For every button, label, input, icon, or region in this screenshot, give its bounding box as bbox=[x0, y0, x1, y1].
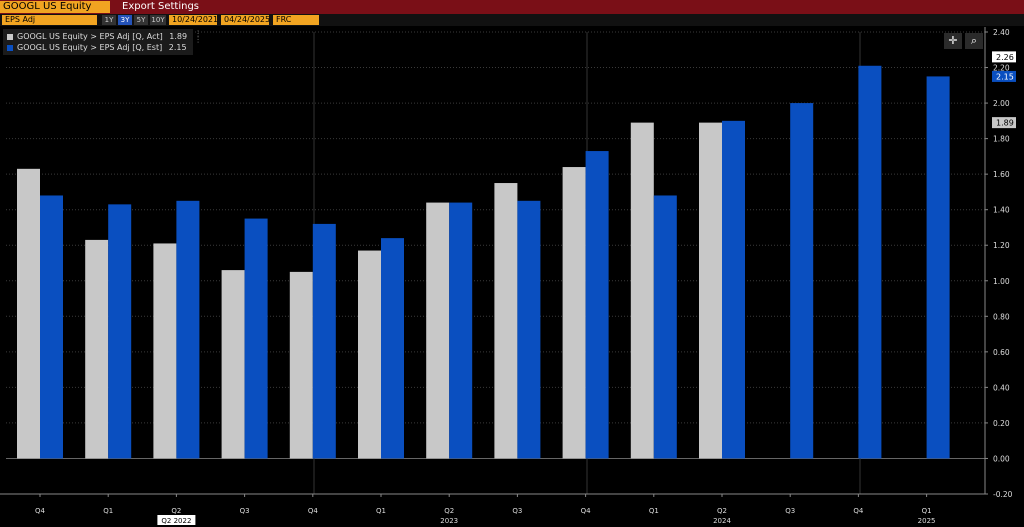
x-tick-label-2: Q2 bbox=[171, 507, 181, 515]
legend-item-estimate: GOOGL US Equity > EPS Adj [Q, Est] 2.15 bbox=[7, 42, 187, 53]
x-tick-label-8: Q4 bbox=[581, 507, 592, 515]
value-badge-2 bbox=[992, 117, 1016, 129]
period-1y[interactable]: 1Y bbox=[102, 15, 116, 25]
y-tick-label-9: 1.60 bbox=[993, 170, 1010, 179]
x-tick-label-5: Q1 bbox=[376, 507, 386, 515]
legend-swatch-actual bbox=[7, 33, 13, 40]
legend-swatch-estimate bbox=[7, 44, 13, 51]
legend-item-actual: GOOGL US Equity > EPS Adj [Q, Act] 1.89 bbox=[7, 31, 187, 42]
chart-legend[interactable]: GOOGL US Equity > EPS Adj [Q, Act] 1.89 … bbox=[3, 29, 202, 55]
title-bar bbox=[0, 0, 1024, 14]
magnify-icon[interactable]: ⌕ bbox=[965, 33, 983, 49]
bar-actual-6 bbox=[426, 202, 450, 459]
bar-actual-7 bbox=[494, 183, 518, 459]
x-tick-label-3: Q3 bbox=[240, 507, 250, 515]
bar-estimate-10 bbox=[722, 120, 745, 459]
bar-estimate-9 bbox=[653, 195, 677, 459]
bar-estimate-7 bbox=[517, 200, 541, 459]
bar-estimate-3 bbox=[244, 218, 268, 459]
y-tick-label-10: 1.80 bbox=[993, 135, 1010, 144]
y-tick-label-12: 2.20 bbox=[993, 64, 1010, 73]
value-badge-0 bbox=[992, 51, 1016, 63]
bar-actual-0 bbox=[17, 168, 40, 459]
currency-selector[interactable]: FRC (USD) bbox=[273, 15, 319, 34]
x-tick-label-6: Q2 bbox=[444, 507, 454, 515]
x-tick-label-13: Q1 bbox=[922, 507, 932, 515]
y-tick-label-3: 0.40 bbox=[993, 383, 1010, 392]
bar-estimate-0 bbox=[40, 195, 63, 459]
bar-estimate-5 bbox=[381, 238, 404, 459]
field-selector[interactable]: EPS Adj bbox=[2, 15, 97, 25]
start-date-input[interactable]: 10/24/2021 bbox=[169, 15, 218, 25]
value-badge-label-0: 2.26 bbox=[996, 53, 1014, 62]
year-label-2: 2024 bbox=[713, 517, 731, 525]
ticker-field[interactable]: GOOGL US Equity bbox=[0, 1, 110, 13]
legend-value-actual: 1.89 bbox=[169, 32, 188, 41]
y-tick-label-0: -0.20 bbox=[993, 490, 1013, 499]
settings-menu[interactable]: Settings bbox=[158, 1, 200, 12]
bar-actual-2 bbox=[153, 243, 177, 459]
year-label-1: 2023 bbox=[440, 517, 458, 525]
value-badge-label-1: 2.15 bbox=[996, 72, 1014, 81]
x-tick-label-9: Q1 bbox=[649, 507, 659, 515]
bar-actual-9 bbox=[630, 122, 654, 459]
y-tick-label-11: 2.00 bbox=[993, 99, 1010, 108]
bar-estimate-6 bbox=[449, 202, 473, 459]
period-3y[interactable]: 3Y bbox=[118, 15, 132, 25]
crosshair-icon[interactable]: ✛ bbox=[944, 33, 962, 49]
y-tick-label-6: 1.00 bbox=[993, 277, 1010, 286]
bar-estimate-13 bbox=[926, 76, 950, 459]
year-label-3: 2025 bbox=[918, 517, 936, 525]
legend-drag-handle-icon[interactable]: ⋮ ⋮ bbox=[194, 29, 203, 44]
end-date-input[interactable]: 04/24/2025 bbox=[221, 15, 270, 25]
x-tick-label-12: Q4 bbox=[853, 507, 864, 515]
x-tick-label-0: Q4 bbox=[35, 507, 46, 515]
bar-actual-5 bbox=[358, 250, 381, 459]
y-tick-label-1: 0.00 bbox=[993, 454, 1010, 463]
bar-actual-3 bbox=[221, 270, 245, 459]
bar-estimate-2 bbox=[176, 200, 200, 459]
bar-actual-1 bbox=[85, 239, 109, 459]
bar-estimate-8 bbox=[585, 151, 609, 459]
x-tick-label-10: Q2 bbox=[717, 507, 727, 515]
year-label-0: Q2 2022 bbox=[161, 517, 191, 525]
period-5y[interactable]: 5Y bbox=[134, 15, 148, 25]
value-badge-1 bbox=[992, 70, 1016, 82]
y-tick-label-4: 0.60 bbox=[993, 348, 1010, 357]
y-tick-label-2: 0.20 bbox=[993, 419, 1010, 428]
legend-label-actual: GOOGL US Equity > EPS Adj [Q, Act] bbox=[17, 32, 163, 41]
bar-actual-10 bbox=[699, 122, 722, 459]
y-tick-label-5: 0.80 bbox=[993, 312, 1010, 321]
value-badge-label-2: 1.89 bbox=[996, 119, 1014, 128]
bar-estimate-12 bbox=[858, 65, 882, 459]
y-tick-label-7: 1.20 bbox=[993, 241, 1010, 250]
period-10y[interactable]: 10Y bbox=[150, 15, 166, 25]
bar-estimate-1 bbox=[108, 204, 132, 459]
y-tick-label-13: 2.40 bbox=[993, 28, 1010, 37]
x-tick-label-1: Q1 bbox=[103, 507, 113, 515]
bar-estimate-4 bbox=[312, 223, 336, 459]
bar-actual-4 bbox=[289, 271, 313, 459]
x-tick-label-7: Q3 bbox=[512, 507, 522, 515]
x-tick-label-11: Q3 bbox=[785, 507, 795, 515]
y-tick-label-8: 1.40 bbox=[993, 206, 1010, 215]
bar-actual-8 bbox=[562, 167, 586, 459]
export-menu[interactable]: Export bbox=[122, 1, 155, 12]
year-label-highlight-0 bbox=[157, 515, 196, 525]
legend-value-estimate: 2.15 bbox=[168, 43, 187, 52]
x-tick-label-4: Q4 bbox=[308, 507, 319, 515]
legend-label-estimate: GOOGL US Equity > EPS Adj [Q, Est] bbox=[17, 43, 163, 52]
bar-estimate-11 bbox=[790, 103, 814, 459]
